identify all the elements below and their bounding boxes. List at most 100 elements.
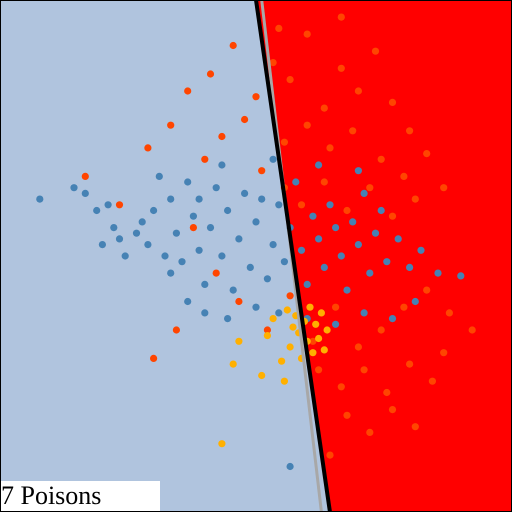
point-class-b [445,309,453,317]
point-class-a [326,201,334,209]
point-poison [229,360,237,368]
point-class-b [354,87,362,95]
point-class-a [70,184,78,192]
point-class-a [417,246,425,254]
point-class-a [161,252,169,260]
point-class-b [81,172,89,180]
point-class-a [121,252,129,260]
point-class-b [309,337,317,345]
point-class-a [269,155,277,163]
point-class-a [457,272,465,280]
decision-boundary [254,0,332,512]
point-class-b [235,297,243,306]
point-class-a [337,252,345,260]
point-class-a [320,263,328,271]
point-class-b [388,212,397,220]
point-class-a [184,297,192,306]
point-class-b [172,326,180,334]
point-class-a [172,229,180,237]
point-poison [283,306,291,314]
point-class-a [98,241,106,249]
point-class-a [309,212,317,220]
point-poison [280,377,288,385]
point-class-b [184,87,192,95]
point-class-b [423,286,431,294]
point-class-a [235,235,243,243]
point-class-b [212,269,220,277]
point-class-a [104,201,112,209]
point-class-b [115,201,124,209]
poison-count-label: 7 Poisons [1,481,160,511]
point-poison [278,357,286,365]
point-poison [235,337,243,345]
point-class-a [201,280,209,288]
point-class-a [354,241,362,249]
point-class-b [423,150,431,158]
point-class-a [206,224,215,232]
point-class-b [326,144,334,152]
point-class-b [337,13,345,21]
point-poison [263,332,271,340]
point-class-b [303,121,311,129]
point-poison [312,320,320,328]
point-class-b [337,64,345,72]
point-class-a [377,206,385,215]
point-class-a [218,161,226,169]
point-class-a [138,218,146,226]
point-class-a [366,269,374,277]
point-class-a [184,178,192,186]
point-class-a [383,258,391,266]
point-poison [320,346,328,354]
point-class-a [36,195,44,203]
point-poison [286,343,294,351]
point-class-a [178,258,186,266]
point-class-a [218,252,226,260]
point-class-b [411,423,419,431]
point-class-a [115,235,124,243]
point-class-b [371,47,380,55]
point-class-a [229,286,237,294]
point-class-a [224,206,232,215]
point-class-b [167,121,175,129]
point-class-a [434,269,442,277]
point-class-a [263,275,271,283]
point-class-b [366,184,374,192]
point-class-b [377,155,385,163]
point-class-a [297,246,306,254]
point-class-a [315,235,323,243]
point-class-b [377,326,385,334]
point-class-b [275,24,283,32]
point-class-b [241,115,249,124]
point-poison [315,334,323,343]
point-class-b [303,30,311,38]
point-class-a [144,241,152,249]
point-class-a [189,212,197,220]
point-class-a [280,258,288,266]
point-class-a [81,189,89,197]
point-poison [323,326,331,334]
point-class-b [383,388,391,397]
point-class-b [229,41,237,50]
point-class-b [263,326,271,334]
point-class-b [320,178,328,186]
point-class-a [394,235,402,243]
point-class-b [440,349,448,357]
point-class-b [366,428,374,436]
point-class-b [269,59,277,67]
point-poison [289,323,297,331]
point-class-a [275,201,283,209]
point-class-b [440,184,448,192]
point-class-a [332,224,340,232]
point-class-a [195,246,203,254]
point-class-a [349,218,357,226]
point-class-a [406,263,414,271]
point-class-b [400,303,408,311]
point-class-a [332,320,340,328]
point-class-b [343,411,351,419]
point-class-b [320,104,328,112]
point-class-a [315,161,323,169]
point-class-a [155,172,163,180]
point-class-b [343,206,351,215]
point-class-a [224,315,232,323]
